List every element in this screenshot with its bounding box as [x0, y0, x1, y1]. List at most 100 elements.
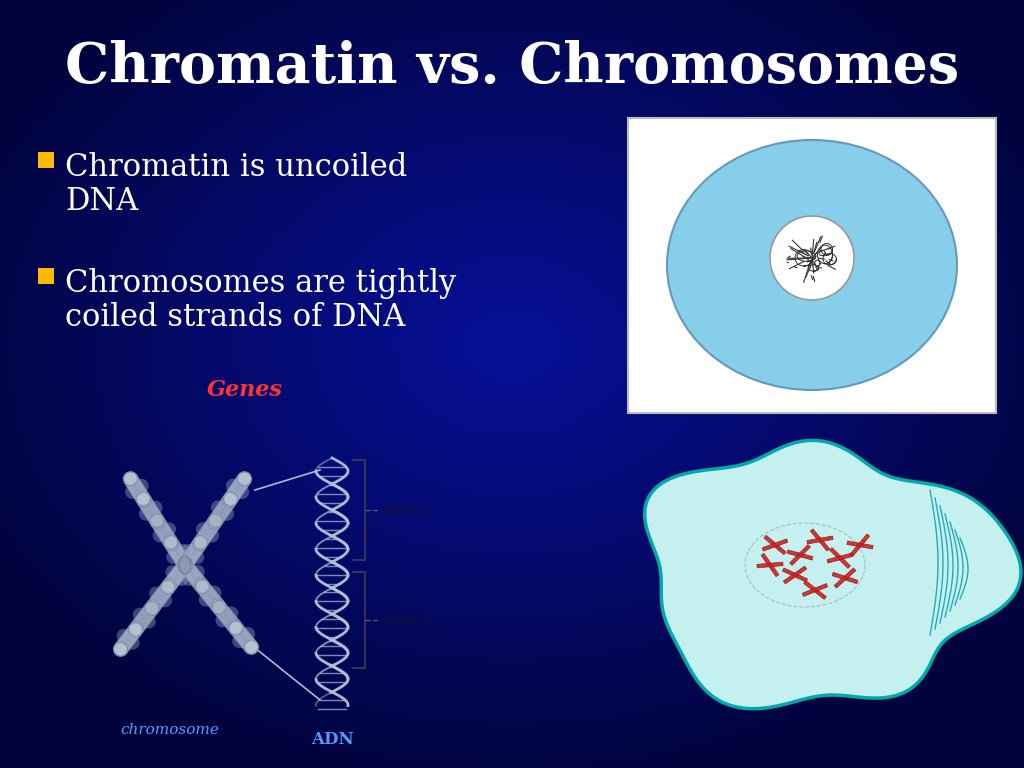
Polygon shape	[757, 562, 783, 568]
Polygon shape	[153, 518, 176, 546]
Ellipse shape	[222, 494, 237, 508]
Polygon shape	[229, 480, 246, 498]
Ellipse shape	[224, 607, 239, 621]
Ellipse shape	[667, 140, 957, 390]
Ellipse shape	[133, 607, 146, 622]
Ellipse shape	[124, 472, 137, 486]
Polygon shape	[168, 567, 185, 584]
Polygon shape	[827, 553, 853, 563]
Polygon shape	[802, 584, 827, 597]
Ellipse shape	[193, 537, 207, 551]
Circle shape	[770, 216, 854, 300]
Ellipse shape	[190, 564, 205, 579]
Polygon shape	[645, 440, 1021, 709]
Polygon shape	[829, 548, 850, 568]
Polygon shape	[835, 568, 856, 588]
Polygon shape	[115, 625, 141, 654]
Ellipse shape	[238, 472, 252, 486]
Polygon shape	[230, 624, 257, 651]
Ellipse shape	[174, 572, 188, 586]
Ellipse shape	[226, 478, 240, 493]
Polygon shape	[782, 568, 808, 582]
Ellipse shape	[153, 528, 167, 542]
Ellipse shape	[148, 501, 163, 515]
Ellipse shape	[181, 544, 195, 558]
Ellipse shape	[177, 559, 191, 573]
Text: coiled strands of DNA: coiled strands of DNA	[65, 302, 406, 333]
Polygon shape	[225, 475, 250, 503]
Ellipse shape	[178, 557, 193, 571]
Ellipse shape	[139, 507, 153, 521]
Text: Gène 1: Gène 1	[383, 503, 433, 517]
Polygon shape	[214, 502, 231, 520]
Polygon shape	[761, 554, 779, 577]
Polygon shape	[810, 529, 829, 551]
Ellipse shape	[162, 522, 176, 536]
Polygon shape	[170, 545, 186, 563]
Polygon shape	[218, 608, 236, 626]
Ellipse shape	[182, 572, 196, 586]
FancyBboxPatch shape	[38, 268, 54, 284]
Polygon shape	[135, 609, 153, 627]
Ellipse shape	[190, 551, 204, 564]
Polygon shape	[195, 518, 220, 546]
Ellipse shape	[152, 515, 165, 529]
Ellipse shape	[215, 614, 229, 627]
Text: Genes: Genes	[207, 379, 283, 401]
Ellipse shape	[144, 601, 159, 615]
Polygon shape	[807, 536, 834, 544]
Polygon shape	[147, 583, 174, 611]
Ellipse shape	[209, 514, 222, 528]
Ellipse shape	[212, 601, 226, 614]
Ellipse shape	[136, 492, 151, 506]
Ellipse shape	[166, 565, 179, 579]
Ellipse shape	[232, 634, 246, 648]
Ellipse shape	[196, 522, 210, 536]
Ellipse shape	[194, 535, 208, 549]
Polygon shape	[125, 475, 150, 502]
Ellipse shape	[146, 600, 160, 614]
Text: DNA: DNA	[65, 186, 138, 217]
Polygon shape	[164, 561, 189, 590]
Text: Chromatin is uncoiled: Chromatin is uncoiled	[65, 152, 408, 183]
Text: Gène 2: Gène 2	[383, 613, 432, 627]
Ellipse shape	[236, 485, 249, 499]
Ellipse shape	[205, 528, 219, 542]
Ellipse shape	[117, 629, 131, 643]
FancyBboxPatch shape	[628, 118, 996, 413]
Ellipse shape	[241, 627, 255, 641]
Ellipse shape	[196, 580, 210, 594]
Polygon shape	[210, 497, 236, 525]
Polygon shape	[787, 550, 813, 560]
Polygon shape	[120, 631, 137, 648]
Ellipse shape	[179, 556, 191, 574]
Ellipse shape	[125, 485, 139, 499]
Ellipse shape	[114, 642, 128, 656]
Ellipse shape	[211, 599, 225, 613]
Ellipse shape	[166, 550, 180, 564]
Ellipse shape	[161, 580, 175, 594]
Ellipse shape	[164, 535, 178, 549]
Ellipse shape	[245, 641, 258, 654]
Ellipse shape	[208, 586, 221, 600]
Polygon shape	[142, 502, 159, 519]
Ellipse shape	[195, 578, 208, 592]
Polygon shape	[131, 604, 158, 632]
Polygon shape	[166, 541, 190, 568]
Ellipse shape	[177, 557, 191, 571]
Ellipse shape	[126, 636, 139, 650]
Polygon shape	[202, 588, 219, 605]
Polygon shape	[156, 524, 173, 541]
Polygon shape	[790, 545, 810, 565]
Polygon shape	[214, 603, 240, 631]
Ellipse shape	[165, 537, 179, 551]
Ellipse shape	[141, 614, 156, 628]
Polygon shape	[847, 541, 873, 549]
Polygon shape	[197, 582, 223, 610]
Text: ADN: ADN	[310, 731, 353, 749]
Ellipse shape	[227, 620, 242, 634]
Polygon shape	[128, 480, 145, 498]
Ellipse shape	[211, 501, 225, 515]
Polygon shape	[833, 572, 858, 584]
Polygon shape	[850, 534, 869, 556]
